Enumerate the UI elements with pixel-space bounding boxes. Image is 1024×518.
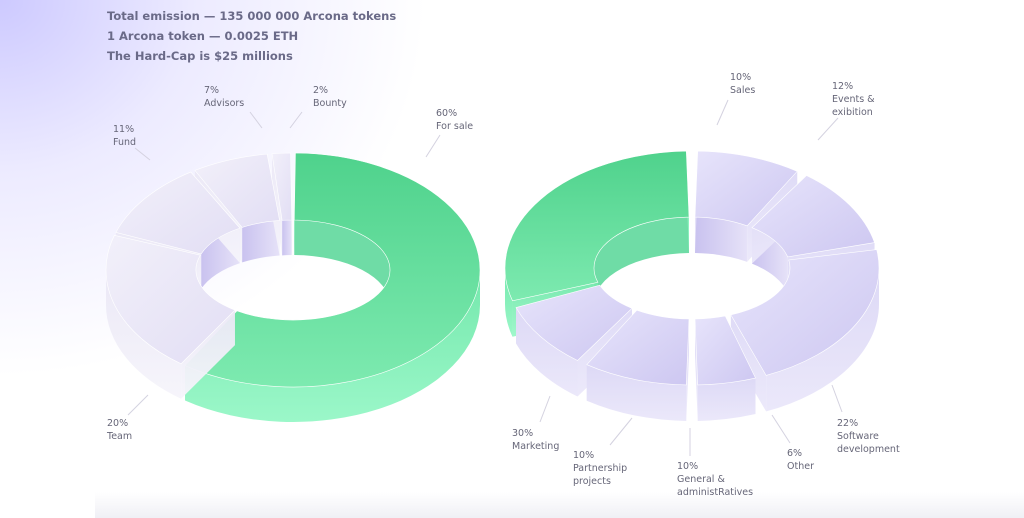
slice-label-percent: 22% xyxy=(837,418,859,429)
slice-label-name: Marketing xyxy=(512,441,560,452)
slice-top-face xyxy=(271,152,293,221)
leader-line-0-0 xyxy=(425,134,441,158)
slice-top-face xyxy=(515,284,633,361)
slice-label-0-3: 7% Advisors xyxy=(204,84,244,110)
slice-outer-wall xyxy=(586,364,687,421)
slice-0-1 xyxy=(105,234,236,399)
slice-outer-wall xyxy=(516,307,578,397)
slice-label-percent: 12% xyxy=(832,81,854,92)
slice-end-face xyxy=(694,318,698,421)
slice-start-face xyxy=(686,318,690,421)
slice-label-name: Bounty xyxy=(313,98,347,109)
leader-line-1-3 xyxy=(771,414,791,444)
slice-label-name: General & administRatives xyxy=(677,474,754,498)
slice-label-name: Fund xyxy=(113,137,137,148)
slice-label-name: Partnership projects xyxy=(573,463,628,487)
slice-label-1-3: 6% Other xyxy=(787,447,814,473)
slice-inner-wall xyxy=(294,220,390,305)
bottom-fade xyxy=(95,492,1024,518)
slice-label-1-4: 10% General & administRatives xyxy=(677,460,754,499)
total-emission-text: Total emission — 135 000 000 Arcona toke… xyxy=(107,9,397,23)
slice-outer-wall xyxy=(185,270,480,423)
slice-label-name: Sales xyxy=(730,85,756,96)
slice-label-1-1: 12% Events & exibition xyxy=(832,80,887,119)
leader-line-1-1 xyxy=(817,117,839,141)
slice-outer-wall xyxy=(106,270,182,399)
slice-top-face xyxy=(194,153,280,228)
slice-label-percent: 7% xyxy=(204,85,220,96)
slice-label-percent: 20% xyxy=(107,418,129,429)
slice-top-face xyxy=(504,150,690,302)
slice-label-percent: 11% xyxy=(113,124,135,135)
leader-line-0-1 xyxy=(127,394,149,416)
slice-top-face xyxy=(586,309,690,386)
leader-line-0-3 xyxy=(249,111,263,129)
leader-line-1-6 xyxy=(539,395,551,423)
slice-top-face xyxy=(694,315,756,386)
hard-cap-text: The Hard-Cap is $25 millions xyxy=(107,49,293,63)
slice-label-percent: 2% xyxy=(313,85,329,96)
slice-start-face xyxy=(181,310,235,399)
slice-inner-wall xyxy=(694,217,748,262)
slice-label-percent: 30% xyxy=(512,428,534,439)
slice-1-0 xyxy=(694,150,798,262)
slice-outer-wall xyxy=(766,268,879,412)
funds-allocation-chart xyxy=(504,150,880,421)
slice-label-percent: 6% xyxy=(787,448,803,459)
slice-label-percent: 60% xyxy=(436,108,458,119)
slice-top-face xyxy=(751,175,875,258)
leader-line-1-2 xyxy=(831,384,843,413)
slice-inner-wall xyxy=(593,217,690,304)
slice-outer-wall xyxy=(697,378,756,421)
slice-label-percent: 10% xyxy=(677,461,699,472)
leader-line-0-2 xyxy=(134,147,151,161)
token-distribution-chart xyxy=(105,152,481,423)
slice-label-percent: 10% xyxy=(573,450,595,461)
slice-label-0-0: 60% For sale xyxy=(436,107,473,133)
slice-label-percent: 10% xyxy=(730,72,752,83)
leader-line-0-4 xyxy=(289,111,303,129)
slice-top-face xyxy=(184,152,481,388)
slice-label-name: Other xyxy=(787,461,814,472)
slice-label-1-6: 30% Marketing xyxy=(512,427,559,453)
slice-label-name: Advisors xyxy=(204,98,245,109)
slice-top-face xyxy=(105,234,236,365)
slice-label-1-0: 10% Sales xyxy=(730,71,755,97)
slice-label-0-4: 2% Bounty xyxy=(313,84,347,110)
slice-1-3 xyxy=(694,315,756,421)
slice-label-0-1: 20% Team xyxy=(107,417,132,443)
slice-top-face xyxy=(730,249,880,376)
slice-label-1-5: 10% Partnership projects xyxy=(573,449,635,488)
slice-label-name: Events & exibition xyxy=(832,94,875,118)
slice-label-0-2: 11% Fund xyxy=(113,123,136,149)
slice-top-face xyxy=(694,150,798,227)
token-info: Total emission — 135 000 000 Arcona toke… xyxy=(107,6,396,66)
slice-inner-wall xyxy=(242,220,280,263)
slice-1-4 xyxy=(586,309,690,421)
slice-label-1-2: 22% Software development xyxy=(837,417,907,456)
slice-label-name: For sale xyxy=(436,121,474,132)
slice-top-face xyxy=(115,171,241,255)
slice-label-name: Software development xyxy=(837,431,900,455)
leader-line-1-5 xyxy=(609,417,633,446)
leader-line-1-0 xyxy=(716,99,729,126)
token-price-text: 1 Arcona token — 0.0025 ETH xyxy=(107,29,299,43)
slice-inner-wall xyxy=(282,220,292,256)
label-leader-lines xyxy=(127,99,843,456)
slice-label-name: Team xyxy=(107,431,133,442)
